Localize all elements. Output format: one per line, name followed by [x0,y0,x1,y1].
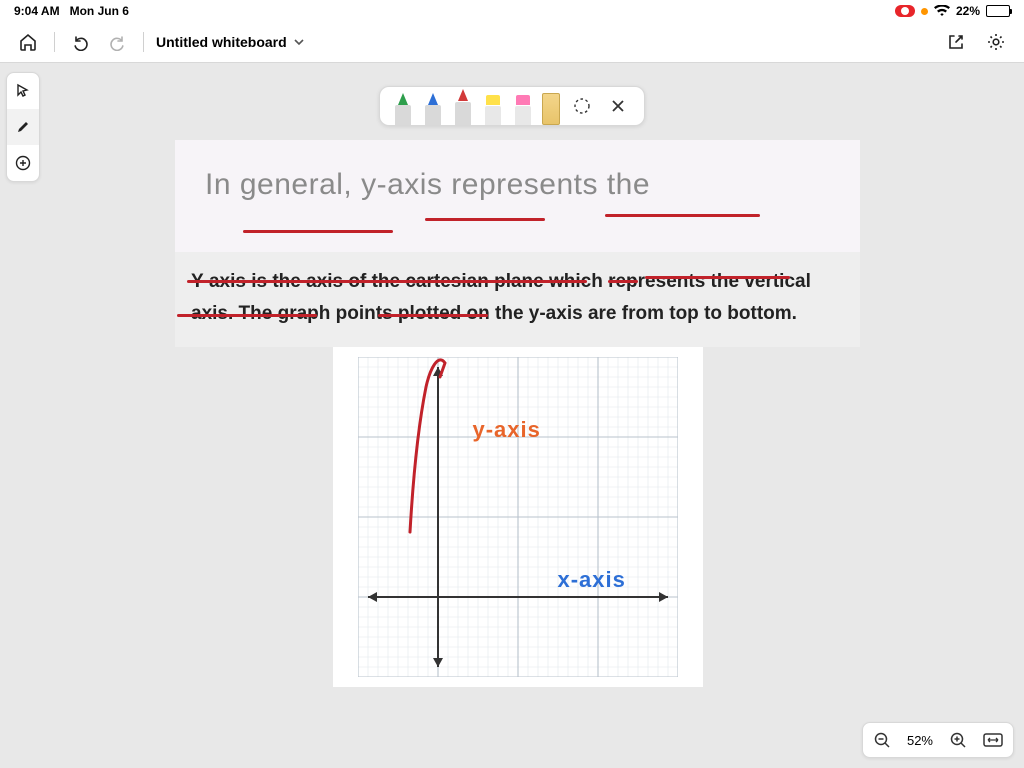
redo-icon [109,33,127,51]
zoom-in-button[interactable] [949,731,967,749]
graph-container: y-axis x-axis [333,347,703,687]
toolbar-divider [143,32,144,52]
zoom-bar: 52% [862,722,1014,758]
plus-circle-icon [15,155,31,171]
pen-icon [15,119,31,135]
hand-underline [645,276,790,279]
zoom-out-button[interactable] [873,731,891,749]
title-block: In general, y-axis represents the [175,140,860,252]
status-right: 22% [895,4,1010,18]
hand-underline [608,280,638,283]
status-bar: 9:04 AM Mon Jun 6 22% [0,0,1024,22]
cartesian-graph: y-axis x-axis [358,357,678,677]
graph-svg [358,357,678,677]
share-icon [946,32,966,52]
close-icon [610,98,626,114]
y-axis-label: y-axis [473,417,541,443]
document-title: Untitled whiteboard [156,34,287,50]
x-axis-label: x-axis [558,567,626,593]
redo-button[interactable] [105,29,131,55]
document-title-dropdown[interactable]: Untitled whiteboard [156,34,305,50]
pen-tool[interactable] [7,109,39,145]
side-tool-palette [6,72,40,182]
zoom-out-icon [873,731,891,749]
screen-record-indicator [895,5,915,17]
pen-toolbar [379,86,645,126]
hand-underline [177,314,317,317]
fit-icon [983,733,1003,747]
gear-icon [986,32,1006,52]
undo-icon [71,33,89,51]
top-toolbar: Untitled whiteboard [0,22,1024,63]
pointer-tool[interactable] [7,73,39,109]
share-button[interactable] [942,28,970,56]
status-time: 9:04 AM [14,4,60,18]
mic-in-use-dot [921,8,928,15]
add-tool[interactable] [7,145,39,181]
zoom-percentage: 52% [907,733,933,748]
lasso-tool[interactable] [568,92,596,120]
pen-blue[interactable] [422,91,444,125]
title-text: In general, y-axis represents the [205,168,830,202]
whiteboard-content: In general, y-axis represents the Y-axis… [175,140,860,687]
zoom-in-icon [949,731,967,749]
lasso-icon [572,96,592,116]
ruler-tool[interactable] [542,93,560,125]
battery-icon [986,5,1010,17]
pointer-icon [15,83,31,99]
hand-underline [378,314,488,317]
close-pen-bar[interactable] [604,92,632,120]
pen-red[interactable] [452,87,474,125]
undo-button[interactable] [67,29,93,55]
paragraph-block: Y-axis is the axis of the cartesian plan… [175,252,860,347]
pen-green[interactable] [392,91,414,125]
hand-underline [425,218,545,221]
status-left: 9:04 AM Mon Jun 6 [14,4,129,18]
fit-screen-button[interactable] [983,733,1003,747]
status-date: Mon Jun 6 [70,4,129,18]
highlighter-yellow[interactable] [482,91,504,125]
highlighter-pink[interactable] [512,91,534,125]
toolbar-divider [54,32,55,52]
hand-underline [605,214,760,217]
battery-pct: 22% [956,4,980,18]
hand-underline [243,230,393,233]
hand-underline [187,280,587,283]
wifi-icon [934,5,950,17]
home-button[interactable] [14,28,42,56]
home-icon [18,32,38,52]
chevron-down-icon [293,36,305,48]
settings-button[interactable] [982,28,1010,56]
